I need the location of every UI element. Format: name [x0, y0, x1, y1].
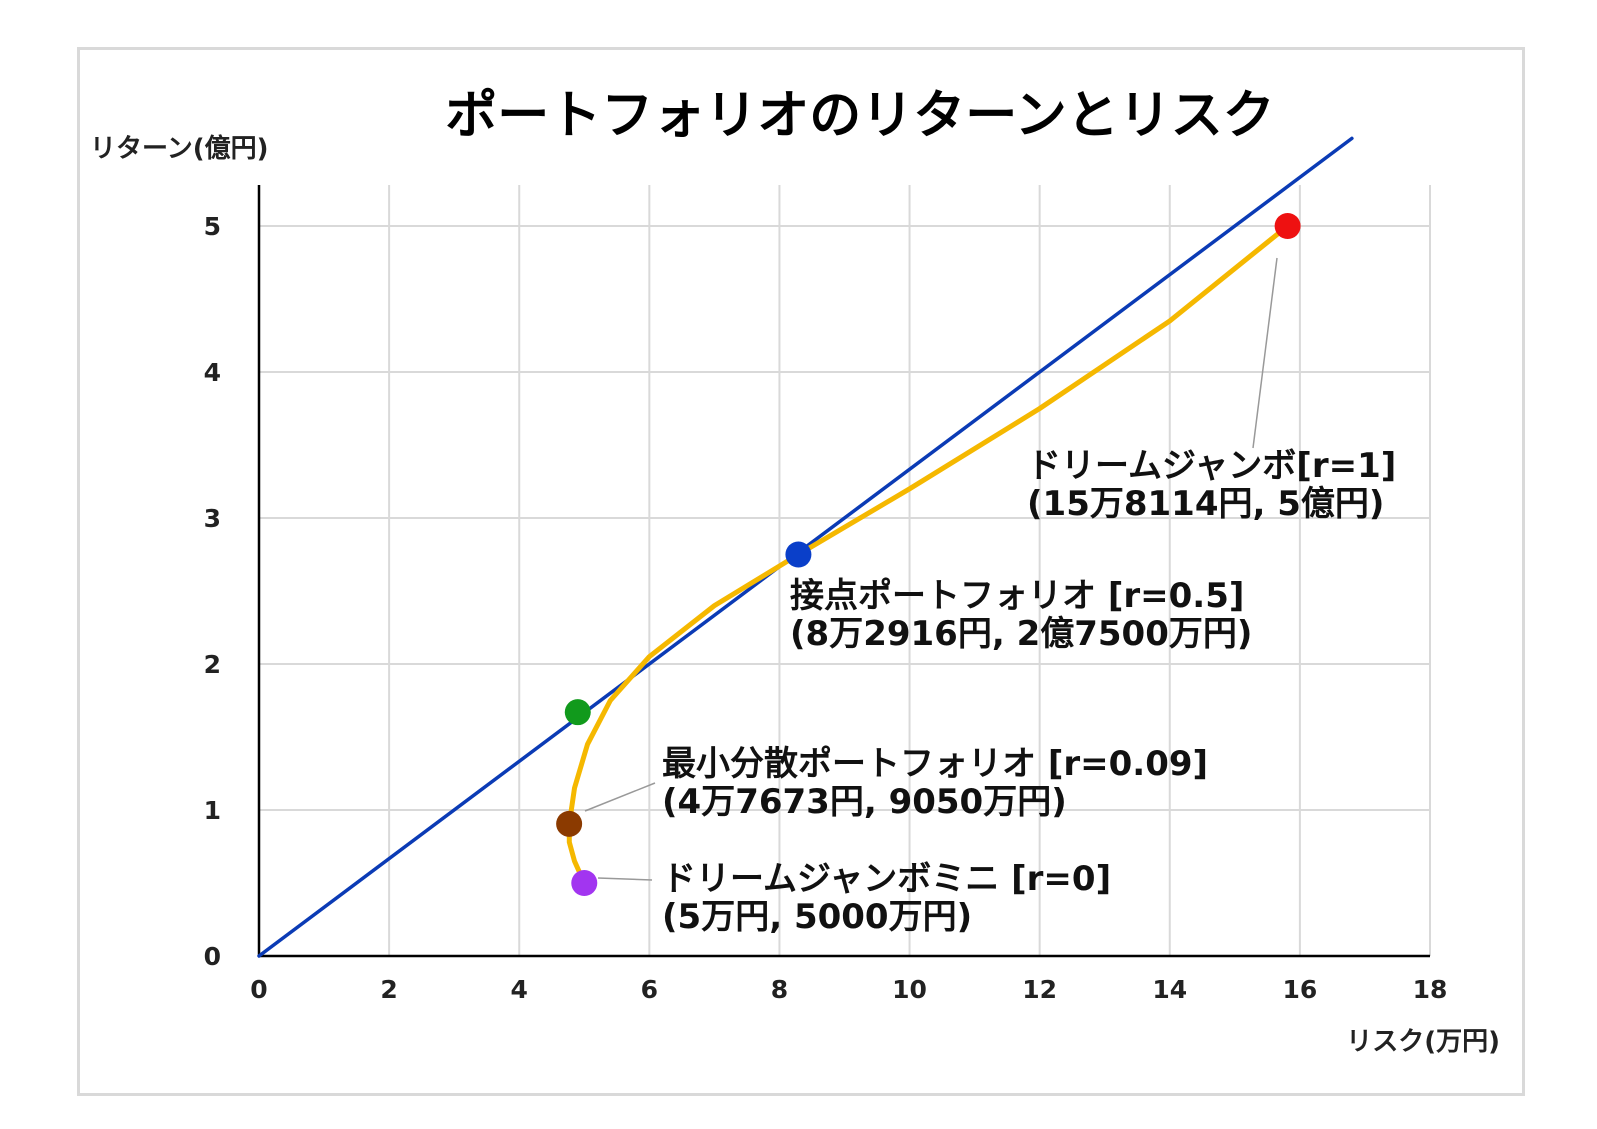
x-tick-label: 16 [1282, 975, 1317, 1004]
point-annotation-line: ドリームジャンボ[r=1] [1027, 446, 1396, 486]
y-tick-label: 5 [204, 212, 221, 241]
point-annotations: ドリームジャンボ[r=1](15万8114円, 5億円) 接点ポートフォリオ [r… [662, 446, 1396, 937]
gridlines [259, 185, 1431, 956]
point-annotation-line: (5万円, 5000万円) [662, 897, 972, 937]
series-line-1 [566, 223, 1291, 886]
x-tick-label: 10 [892, 975, 927, 1004]
axes [257, 185, 1430, 958]
x-tick-label: 8 [771, 975, 788, 1004]
x-tick-label: 14 [1152, 975, 1187, 1004]
y-tick-label: 1 [204, 796, 221, 825]
x-tick-label: 2 [380, 975, 397, 1004]
point-marker [556, 810, 583, 837]
point-marker [1274, 213, 1301, 239]
point-annotation-line: (8万2916円, 2億7500万円) [790, 614, 1252, 654]
point-marker [564, 699, 591, 726]
point-marker [785, 541, 812, 568]
point-markers [556, 213, 1301, 896]
point-marker [571, 870, 598, 896]
point-annotation-line: (15万8114円, 5億円) [1027, 484, 1384, 524]
y-tick-label: 2 [204, 650, 221, 679]
point-annotation-line: ドリームジャンボミニ [r=0] [662, 859, 1111, 899]
x-tick-label: 18 [1413, 975, 1448, 1004]
x-axis-title: リスク(万円) [1346, 1027, 1500, 1057]
annotation-leader [1252, 257, 1278, 449]
y-tick-label: 3 [204, 504, 221, 533]
chart-title: ポートフォリオのリターンとリスク [445, 86, 1274, 146]
x-tick-label: 0 [250, 975, 267, 1004]
annotation-leaders [584, 257, 1278, 881]
y-axis-title: リターン(億円) [90, 134, 268, 164]
x-tick-label: 4 [511, 975, 528, 1004]
point-annotation-line: (4万7673円, 9050万円) [662, 782, 1067, 822]
point-annotation-line: 最小分散ポートフォリオ [r=0.09] [662, 744, 1208, 784]
x-tick-label: 12 [1022, 975, 1057, 1004]
annotation-leader [597, 877, 653, 881]
y-tick-label: 0 [204, 942, 221, 971]
x-tick-label: 6 [641, 975, 658, 1004]
point-annotation-line: 接点ポートフォリオ [r=0.5] [790, 576, 1244, 616]
annotation-leader [584, 782, 656, 812]
y-tick-label: 4 [204, 358, 221, 387]
